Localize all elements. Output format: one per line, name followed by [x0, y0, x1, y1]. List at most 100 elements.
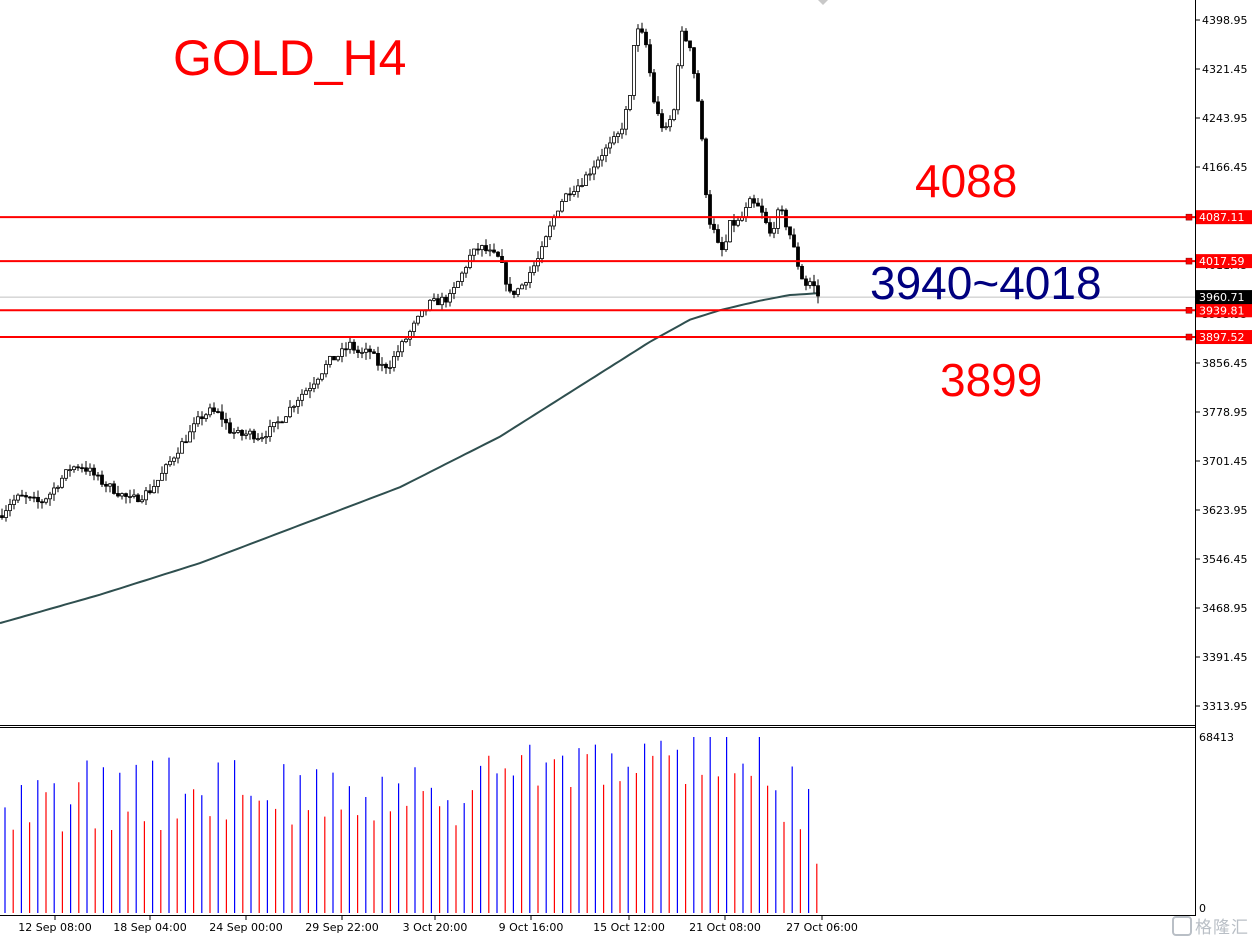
- candle-body: [260, 437, 264, 440]
- candle-body: [696, 73, 700, 102]
- level-line-handle-icon[interactable]: [1185, 307, 1193, 314]
- candle-body: [92, 467, 96, 476]
- candle-body: [340, 348, 344, 357]
- time-tick-label: 21 Oct 08:00: [689, 921, 761, 934]
- candle-body: [436, 298, 440, 306]
- candle-body: [392, 355, 396, 368]
- candle-body: [716, 229, 720, 243]
- candle-body: [344, 348, 348, 351]
- candle-body: [372, 351, 376, 354]
- candle-body: [180, 441, 184, 454]
- candle-body: [460, 272, 464, 282]
- candle-body: [708, 194, 712, 225]
- candle-body: [376, 352, 380, 366]
- candle-body: [76, 466, 80, 469]
- candle-body: [676, 65, 680, 111]
- candle-body: [236, 430, 240, 433]
- candle-body: [800, 265, 804, 280]
- candle-body: [576, 185, 580, 192]
- candle-body: [736, 219, 740, 226]
- candle-body: [664, 126, 668, 129]
- time-tick-label: 9 Oct 16:00: [499, 921, 564, 934]
- candle-body: [784, 209, 788, 228]
- candle-body: [528, 272, 532, 283]
- candle-body: [516, 288, 520, 295]
- candle-body: [148, 490, 152, 494]
- price-tick-label: 3546.45: [1202, 553, 1248, 566]
- candle-body: [100, 474, 104, 485]
- candle-body: [268, 426, 272, 437]
- candle-body: [768, 222, 772, 234]
- candle-body: [620, 128, 624, 135]
- candle-body: [296, 399, 300, 407]
- candle-body: [440, 296, 444, 306]
- candle-body: [4, 510, 8, 518]
- candle-body: [500, 255, 504, 263]
- candle-body: [700, 100, 704, 140]
- level-price-tag: [1196, 330, 1252, 345]
- candle-body: [568, 193, 572, 196]
- time-tick-label: 18 Sep 04:00: [113, 921, 186, 934]
- candle-body: [112, 483, 116, 494]
- level-line-handle-icon[interactable]: [1185, 333, 1193, 341]
- candle-body: [288, 406, 292, 418]
- candle-body: [88, 467, 92, 472]
- candle-body: [364, 348, 368, 353]
- candle-body: [324, 364, 328, 375]
- candle-body: [748, 198, 752, 208]
- time-tick-label: 24 Sep 00:00: [209, 921, 282, 934]
- candle-body: [612, 136, 616, 144]
- candle-body: [52, 487, 56, 495]
- candle-body: [356, 349, 360, 353]
- candle-body: [408, 331, 412, 340]
- chart-title: GOLD_H4: [173, 30, 406, 86]
- candle-body: [492, 249, 496, 253]
- price-tick-label: 3468.95: [1202, 602, 1248, 615]
- candle-body: [428, 299, 432, 311]
- candle-body: [560, 201, 564, 212]
- level-line-handle-icon[interactable]: [1185, 213, 1193, 221]
- candle-body: [60, 477, 64, 488]
- candle-body: [56, 486, 60, 489]
- candle-body: [804, 278, 808, 286]
- candle-body: [760, 205, 764, 213]
- candle-body: [476, 248, 480, 251]
- candle-body: [572, 191, 576, 195]
- candle-body: [256, 438, 260, 441]
- level-line-handle-icon[interactable]: [1185, 257, 1193, 265]
- candle-body: [688, 40, 692, 49]
- candle-body: [608, 142, 612, 149]
- candle-body: [156, 479, 160, 487]
- level-price-tag-label: 4017.59: [1199, 255, 1245, 268]
- candle-body: [776, 209, 780, 229]
- candle-body: [604, 147, 608, 156]
- level-price-tag-label: 4087.11: [1199, 211, 1245, 224]
- candle-body: [24, 495, 28, 498]
- candle-body: [660, 113, 664, 129]
- candle-body: [272, 422, 276, 428]
- candle-body: [44, 498, 48, 503]
- time-tick-label: 3 Oct 20:00: [403, 921, 468, 934]
- candle-body: [320, 373, 324, 380]
- candle-body: [416, 315, 420, 324]
- candle-body: [712, 223, 716, 230]
- level-price-tag: [1196, 254, 1252, 269]
- candle-body: [360, 351, 364, 354]
- time-tick-label: 15 Oct 12:00: [593, 921, 665, 934]
- candle-body: [616, 133, 620, 137]
- candle-body: [244, 433, 248, 436]
- candle-body: [452, 287, 456, 294]
- candle-body: [224, 418, 228, 424]
- level-price-tag-label: 3939.81: [1199, 304, 1245, 317]
- candle-body: [788, 226, 792, 236]
- candle-body: [36, 496, 40, 503]
- candle-body: [600, 155, 604, 161]
- candle-body: [644, 31, 648, 46]
- annotation-3899: 3899: [940, 354, 1042, 406]
- candle-body: [304, 390, 308, 395]
- price-tick-label: 3856.45: [1202, 357, 1248, 370]
- candle-body: [172, 457, 176, 462]
- candle-body: [348, 341, 352, 350]
- candle-body: [640, 28, 644, 33]
- candle-body: [68, 469, 72, 472]
